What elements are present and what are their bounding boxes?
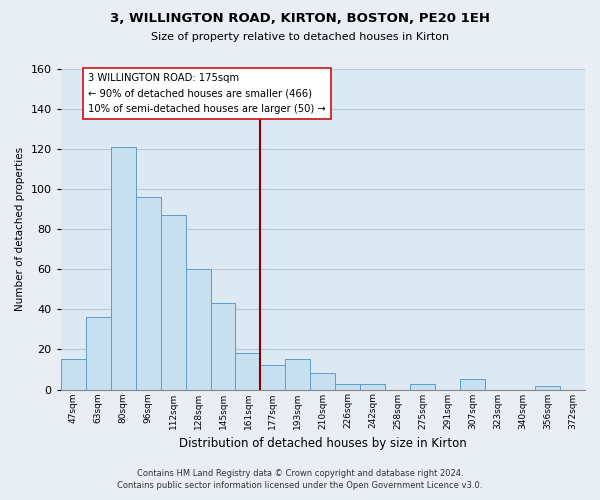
X-axis label: Distribution of detached houses by size in Kirton: Distribution of detached houses by size …	[179, 437, 467, 450]
Bar	[211, 304, 235, 390]
Bar	[86, 318, 110, 390]
Bar	[460, 380, 485, 390]
Bar	[310, 374, 335, 390]
Text: Contains HM Land Registry data © Crown copyright and database right 2024.
Contai: Contains HM Land Registry data © Crown c…	[118, 468, 482, 490]
Text: 3 WILLINGTON ROAD: 175sqm
← 90% of detached houses are smaller (466)
10% of semi: 3 WILLINGTON ROAD: 175sqm ← 90% of detac…	[88, 73, 326, 114]
Bar	[410, 384, 435, 390]
Bar	[161, 215, 185, 390]
Bar	[61, 360, 86, 390]
Bar	[335, 384, 361, 390]
Bar	[361, 384, 385, 390]
Y-axis label: Number of detached properties: Number of detached properties	[15, 147, 25, 312]
Bar	[535, 386, 560, 390]
Bar	[110, 147, 136, 390]
Bar	[260, 366, 286, 390]
Bar	[185, 270, 211, 390]
Bar	[136, 197, 161, 390]
Bar	[286, 360, 310, 390]
Bar	[235, 354, 260, 390]
Text: 3, WILLINGTON ROAD, KIRTON, BOSTON, PE20 1EH: 3, WILLINGTON ROAD, KIRTON, BOSTON, PE20…	[110, 12, 490, 26]
Text: Size of property relative to detached houses in Kirton: Size of property relative to detached ho…	[151, 32, 449, 42]
